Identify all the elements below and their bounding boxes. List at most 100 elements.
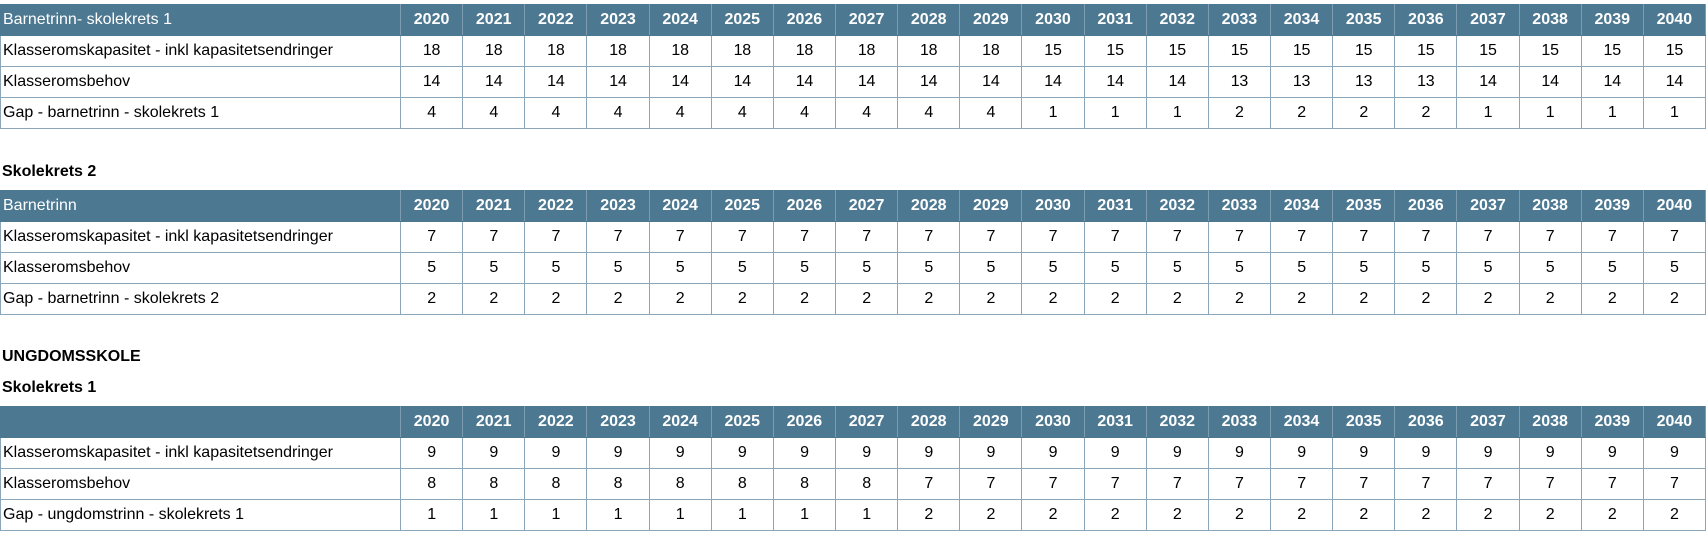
value-cell: 9 [1021,437,1085,469]
year-header: 2035 [1332,190,1396,222]
value-cell: 2 [524,283,588,315]
value-cell: 2 [897,283,961,315]
year-header: 2035 [1332,406,1396,438]
value-cell: 15 [1580,35,1644,67]
value-cell: 8 [462,468,526,500]
year-header: 2032 [1145,190,1209,222]
value-cell: 7 [1332,468,1396,500]
year-header: 2040 [1642,190,1706,222]
value-cell: 14 [462,66,526,98]
value-cell: 2 [1332,283,1396,315]
row-label: Klasseromsbehov [0,66,401,98]
table-body: Klasseromskapasitet - inkl kapasitetsend… [0,35,1706,129]
year-header: 2039 [1580,406,1644,438]
year-header: 2022 [524,406,588,438]
row-label: Klasseromskapasitet - inkl kapasitetsend… [0,35,401,67]
value-cell: 5 [524,252,588,284]
value-cell: 9 [1456,437,1520,469]
value-cell: 5 [1021,252,1085,284]
value-cell: 2 [772,283,836,315]
value-cell: 7 [1642,468,1706,500]
value-cell: 7 [710,221,774,253]
value-cell: 9 [1518,437,1582,469]
header-label: Barnetrinn [0,190,401,222]
value-cell: 15 [1642,35,1706,67]
value-cell: 7 [1456,468,1520,500]
year-header: 2030 [1021,406,1085,438]
value-cell: 2 [399,283,464,315]
year-header: 2036 [1394,190,1458,222]
value-cell: 9 [834,437,899,469]
year-header: 2032 [1145,4,1209,36]
year-header: 2021 [462,190,526,222]
value-cell: 7 [1332,221,1396,253]
value-cell: 14 [1642,66,1706,98]
value-cell: 2 [834,283,899,315]
value-cell: 7 [524,221,588,253]
value-cell: 7 [959,221,1023,253]
value-cell: 18 [897,35,961,67]
value-cell: 15 [1145,35,1209,67]
value-cell: 9 [399,437,464,469]
value-cell: 14 [897,66,961,98]
value-cell: 7 [586,221,650,253]
value-cell: 7 [1642,221,1706,253]
value-cell: 1 [524,499,588,531]
year-header: 2028 [897,4,961,36]
value-cell: 4 [586,97,650,129]
value-cell: 18 [524,35,588,67]
value-cell: 7 [1518,468,1582,500]
year-header: 2024 [648,190,712,222]
value-cell: 1 [399,499,464,531]
year-header: 2025 [710,190,774,222]
year-header: 2038 [1518,406,1582,438]
value-cell: 4 [399,97,464,129]
year-header: 2026 [772,406,836,438]
header-row: Barnetrinn- skolekrets 1 2020 2021 2022 202… [0,4,1706,36]
value-cell: 4 [710,97,774,129]
value-cell: 5 [1642,252,1706,284]
year-header: 2022 [524,4,588,36]
value-cell: 2 [959,499,1023,531]
value-cell: 2 [1332,97,1396,129]
value-cell: 15 [1394,35,1458,67]
year-header: 2025 [710,4,774,36]
value-cell: 1 [586,499,650,531]
value-cell: 9 [648,437,712,469]
year-header: 2028 [897,190,961,222]
value-cell: 9 [462,437,526,469]
value-cell: 2 [1269,283,1334,315]
year-header: 2031 [1083,406,1147,438]
year-header: 2021 [462,4,526,36]
year-header: 2037 [1456,190,1520,222]
value-cell: 14 [772,66,836,98]
value-cell: 2 [1145,283,1209,315]
value-cell: 1 [1145,97,1209,129]
value-cell: 15 [1332,35,1396,67]
row-label: Klasseromsbehov [0,252,401,284]
value-cell: 7 [897,221,961,253]
value-cell: 7 [1021,221,1085,253]
year-header: 2033 [1207,190,1271,222]
heading-ungdom-skolekrets-1: Skolekrets 1 [2,379,97,396]
value-cell: 1 [1518,97,1582,129]
value-cell: 2 [897,499,961,531]
value-cell: 2 [1269,97,1334,129]
value-cell: 8 [648,468,712,500]
value-cell: 9 [1083,437,1147,469]
year-header: 2020 [399,190,464,222]
value-cell: 2 [710,283,774,315]
year-header: 2024 [648,406,712,438]
value-cell: 1 [462,499,526,531]
value-cell: 2 [462,283,526,315]
value-cell: 14 [524,66,588,98]
table-ungdomsskole-skolekrets-1: 2020 2021 2022 2023 2024 2025 2026 2027 2028 2029… [0,406,1706,531]
value-cell: 14 [834,66,899,98]
value-cell: 2 [1394,97,1458,129]
year-header: 2035 [1332,4,1396,36]
value-cell: 9 [586,437,650,469]
year-header: 2023 [586,406,650,438]
year-header: 2033 [1207,406,1271,438]
value-cell: 2 [1642,283,1706,315]
value-cell: 15 [1456,35,1520,67]
